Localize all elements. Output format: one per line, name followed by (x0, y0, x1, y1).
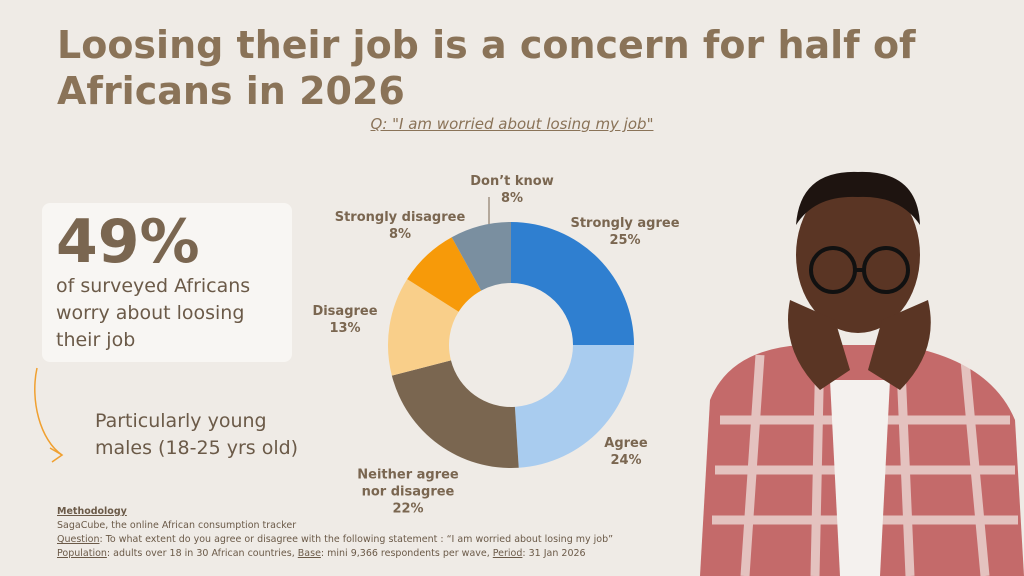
slice-value: 13% (329, 321, 361, 336)
methodology-text: : mini 9,366 respondents per wave, (320, 548, 493, 559)
slice-value: 8% (500, 191, 524, 206)
donut-slice (391, 360, 519, 469)
arrow-head (49, 447, 64, 463)
slice-label: Agree 24% (546, 435, 706, 469)
slice-name: Strongly agree (570, 216, 680, 231)
donut-slice (451, 222, 511, 291)
methodology-text: : adults over 18 in 30 African countries… (106, 548, 298, 559)
slice-label: Disagree 13% (265, 303, 425, 337)
methodology-text: : 31 Jan 2026 (522, 548, 586, 559)
donut-slice (511, 222, 634, 345)
donut-slice (407, 237, 482, 312)
donut-slice (514, 345, 634, 468)
methodology: Methodology SagaCube, the online African… (57, 505, 613, 561)
callout: Particularly young males (18-25 yrs old) (95, 410, 299, 459)
stat-text: of surveyed Africans worry about loosing… (56, 275, 251, 351)
slice-name: Disagree (312, 304, 378, 319)
slice-name: Neither agree nor disagree (357, 467, 459, 500)
methodology-text: SagaCube, the online African consumption… (57, 520, 297, 531)
slice-label: Don’t know 8% (432, 173, 592, 207)
slice-label: Strongly disagree 8% (320, 209, 480, 243)
methodology-heading: Methodology (57, 506, 127, 517)
methodology-text: Population (57, 548, 107, 559)
methodology-text: Base (297, 548, 321, 559)
slice-label: Strongly agree 25% (545, 215, 705, 249)
stat-value: 49% (56, 207, 200, 277)
slice-label: Neither agree nor disagree 22% (353, 467, 463, 518)
slice-name: Agree (604, 436, 648, 451)
slice-value: 25% (609, 233, 641, 248)
subtitle: Q: "I am worried about losing my job" (370, 115, 654, 133)
methodology-text: Period (492, 548, 523, 559)
slice-value: 22% (392, 501, 424, 517)
slice-value: 8% (388, 227, 412, 242)
slice-name: Strongly disagree (334, 210, 466, 225)
methodology-line: Population: adults over 18 in 30 African… (57, 547, 613, 561)
stat-card: 49% of surveyed Africans worry about loo… (42, 203, 292, 362)
photo (700, 171, 1024, 576)
title: Loosing their job is a concern for half … (57, 23, 916, 113)
methodology-line: SagaCube, the online African consumption… (57, 519, 613, 533)
methodology-line: Question: To what extent do you agree or… (57, 533, 613, 547)
slice-name: Don’t know (470, 174, 554, 189)
arrow (34, 367, 63, 456)
donut-slice (388, 279, 459, 376)
slice-value: 24% (610, 453, 642, 468)
methodology-text: Question (57, 534, 100, 545)
methodology-text: : To what extent do you agree or disagre… (99, 534, 614, 545)
